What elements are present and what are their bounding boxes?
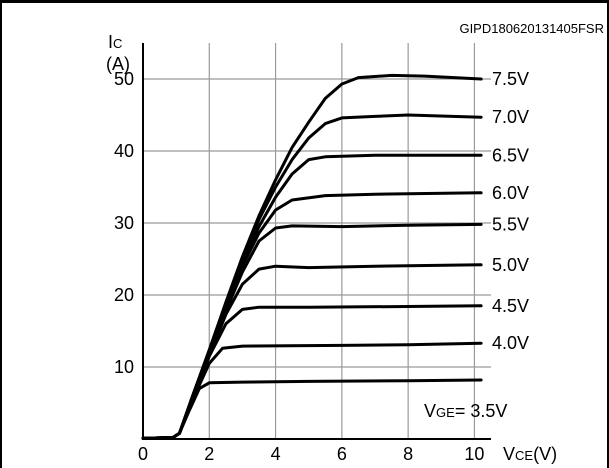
- x-tick-label-6: 6: [337, 444, 347, 464]
- y-tick-label-30: 30: [114, 213, 134, 233]
- series-line-7.5V: [141, 73, 483, 440]
- x-tick-label-2: 2: [204, 444, 214, 464]
- series-label-5.0V: 5.0V: [492, 255, 529, 275]
- x-tick-label-4: 4: [271, 444, 281, 464]
- series-label-4.0V: 4.0V: [492, 333, 529, 353]
- series-label-5.5V: 5.5V: [492, 214, 529, 234]
- y-axis-label: IC: [108, 32, 122, 52]
- x-axis-label: VCE(V): [503, 444, 557, 464]
- series-label-7.5V: 7.5V: [492, 69, 529, 89]
- series-label-4.5V: 4.5V: [492, 296, 529, 316]
- y-axis-unit: (A): [106, 54, 130, 74]
- y-tick-label-50: 50: [114, 69, 134, 89]
- series-labels: VGE= 3.5V 4.0V 4.5V 5.0V 5.5V 6.0V 6.5V 7.0V 7.5…: [424, 69, 529, 421]
- x-tick-label-10: 10: [464, 444, 484, 464]
- y-tick-label-40: 40: [114, 141, 134, 161]
- x-tick-label-8: 8: [403, 444, 413, 464]
- series-label-6.0V: 6.0V: [492, 183, 529, 203]
- axes: [142, 43, 491, 440]
- figure-code: GIPD180620131405FSR: [459, 21, 604, 36]
- tick-labels: 0 2 4 6 8 10 10 20 30 40 50: [114, 69, 484, 464]
- x-tick-label-0: 0: [138, 444, 148, 464]
- series-label-7.0V: 7.0V: [492, 107, 529, 127]
- series-label-3.5V: VGE= 3.5V: [424, 401, 507, 421]
- series-curves: [141, 73, 483, 440]
- y-tick-label-10: 10: [114, 357, 134, 377]
- grid: [143, 43, 491, 439]
- y-tick-label-20: 20: [114, 285, 134, 305]
- series-label-6.5V: 6.5V: [492, 145, 529, 165]
